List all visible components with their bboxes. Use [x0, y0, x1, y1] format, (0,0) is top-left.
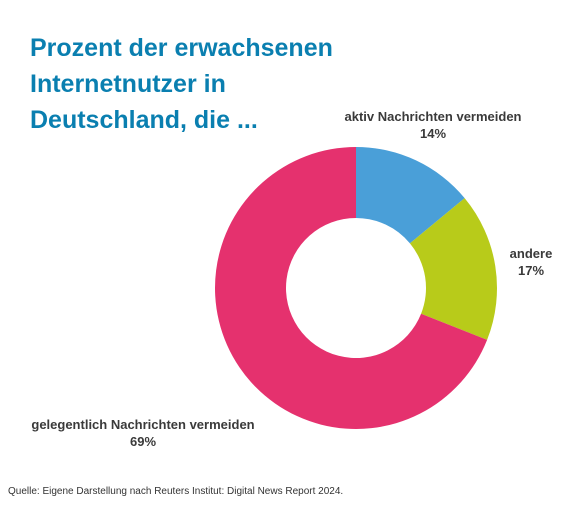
chart-title-line-3: Deutschland, die ... [30, 106, 258, 134]
label-aktiv-value: 14% [419, 126, 447, 141]
donut-chart [214, 147, 497, 429]
chart-title-line-1: Prozent der erwachsenen [30, 34, 333, 62]
label-andere-name: andere [509, 246, 553, 261]
label-aktiv: aktiv Nachrichten vermeiden 14% [318, 108, 548, 142]
source-note: Quelle: Eigene Darstellung nach Reuters … [8, 486, 344, 497]
label-aktiv-name: aktiv Nachrichten vermeiden [344, 109, 522, 124]
chart-title: Prozent der erwachsenen Internetnutzer i… [30, 30, 410, 138]
slice-aktiv [356, 147, 465, 244]
label-gelegentlich-name: gelegentlich Nachrichten vermeiden [31, 417, 255, 432]
chart-title-line-2: Internetnutzer in [30, 70, 226, 98]
label-gelegentlich: gelegentlich Nachrichten vermeiden 69% [4, 416, 282, 450]
slice-andere [409, 198, 497, 340]
label-gelegentlich-value: 69% [129, 434, 157, 449]
label-andere: andere 17% [496, 245, 564, 279]
slice-gelegentlich [214, 147, 488, 429]
label-andere-value: 17% [517, 263, 545, 278]
